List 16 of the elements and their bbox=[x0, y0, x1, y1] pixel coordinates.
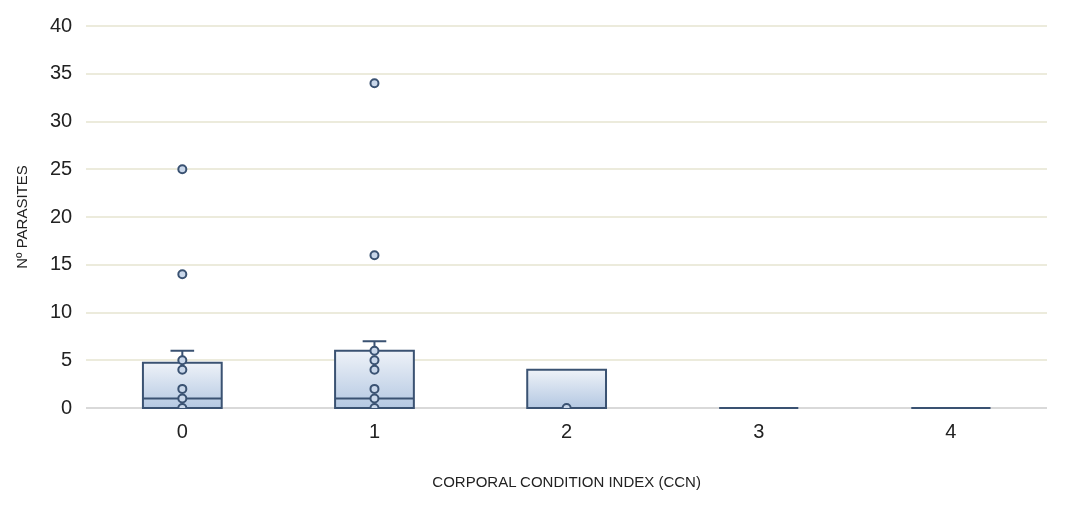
y-tick-label: 20 bbox=[50, 204, 73, 227]
y-tick-label: 15 bbox=[50, 252, 73, 275]
y-tick-label: 25 bbox=[50, 156, 73, 179]
x-axis-title: CORPORAL CONDITION INDEX (CCN) bbox=[432, 473, 701, 491]
x-tick-label: 2 bbox=[561, 419, 573, 442]
x-tick-label: 3 bbox=[753, 419, 765, 442]
y-axis-title: Nº PARASITES bbox=[13, 165, 31, 269]
y-tick-label: 5 bbox=[61, 347, 73, 370]
x-tick-label: 4 bbox=[945, 419, 957, 442]
y-tick-label: 35 bbox=[50, 61, 73, 84]
y-tick-label: 10 bbox=[50, 300, 73, 323]
y-tick-label: 0 bbox=[61, 395, 73, 418]
y-tick-label: 40 bbox=[50, 13, 73, 36]
x-tick-label: 1 bbox=[368, 419, 381, 442]
y-tick-label: 30 bbox=[50, 109, 73, 132]
x-tick-label: 0 bbox=[176, 419, 188, 442]
